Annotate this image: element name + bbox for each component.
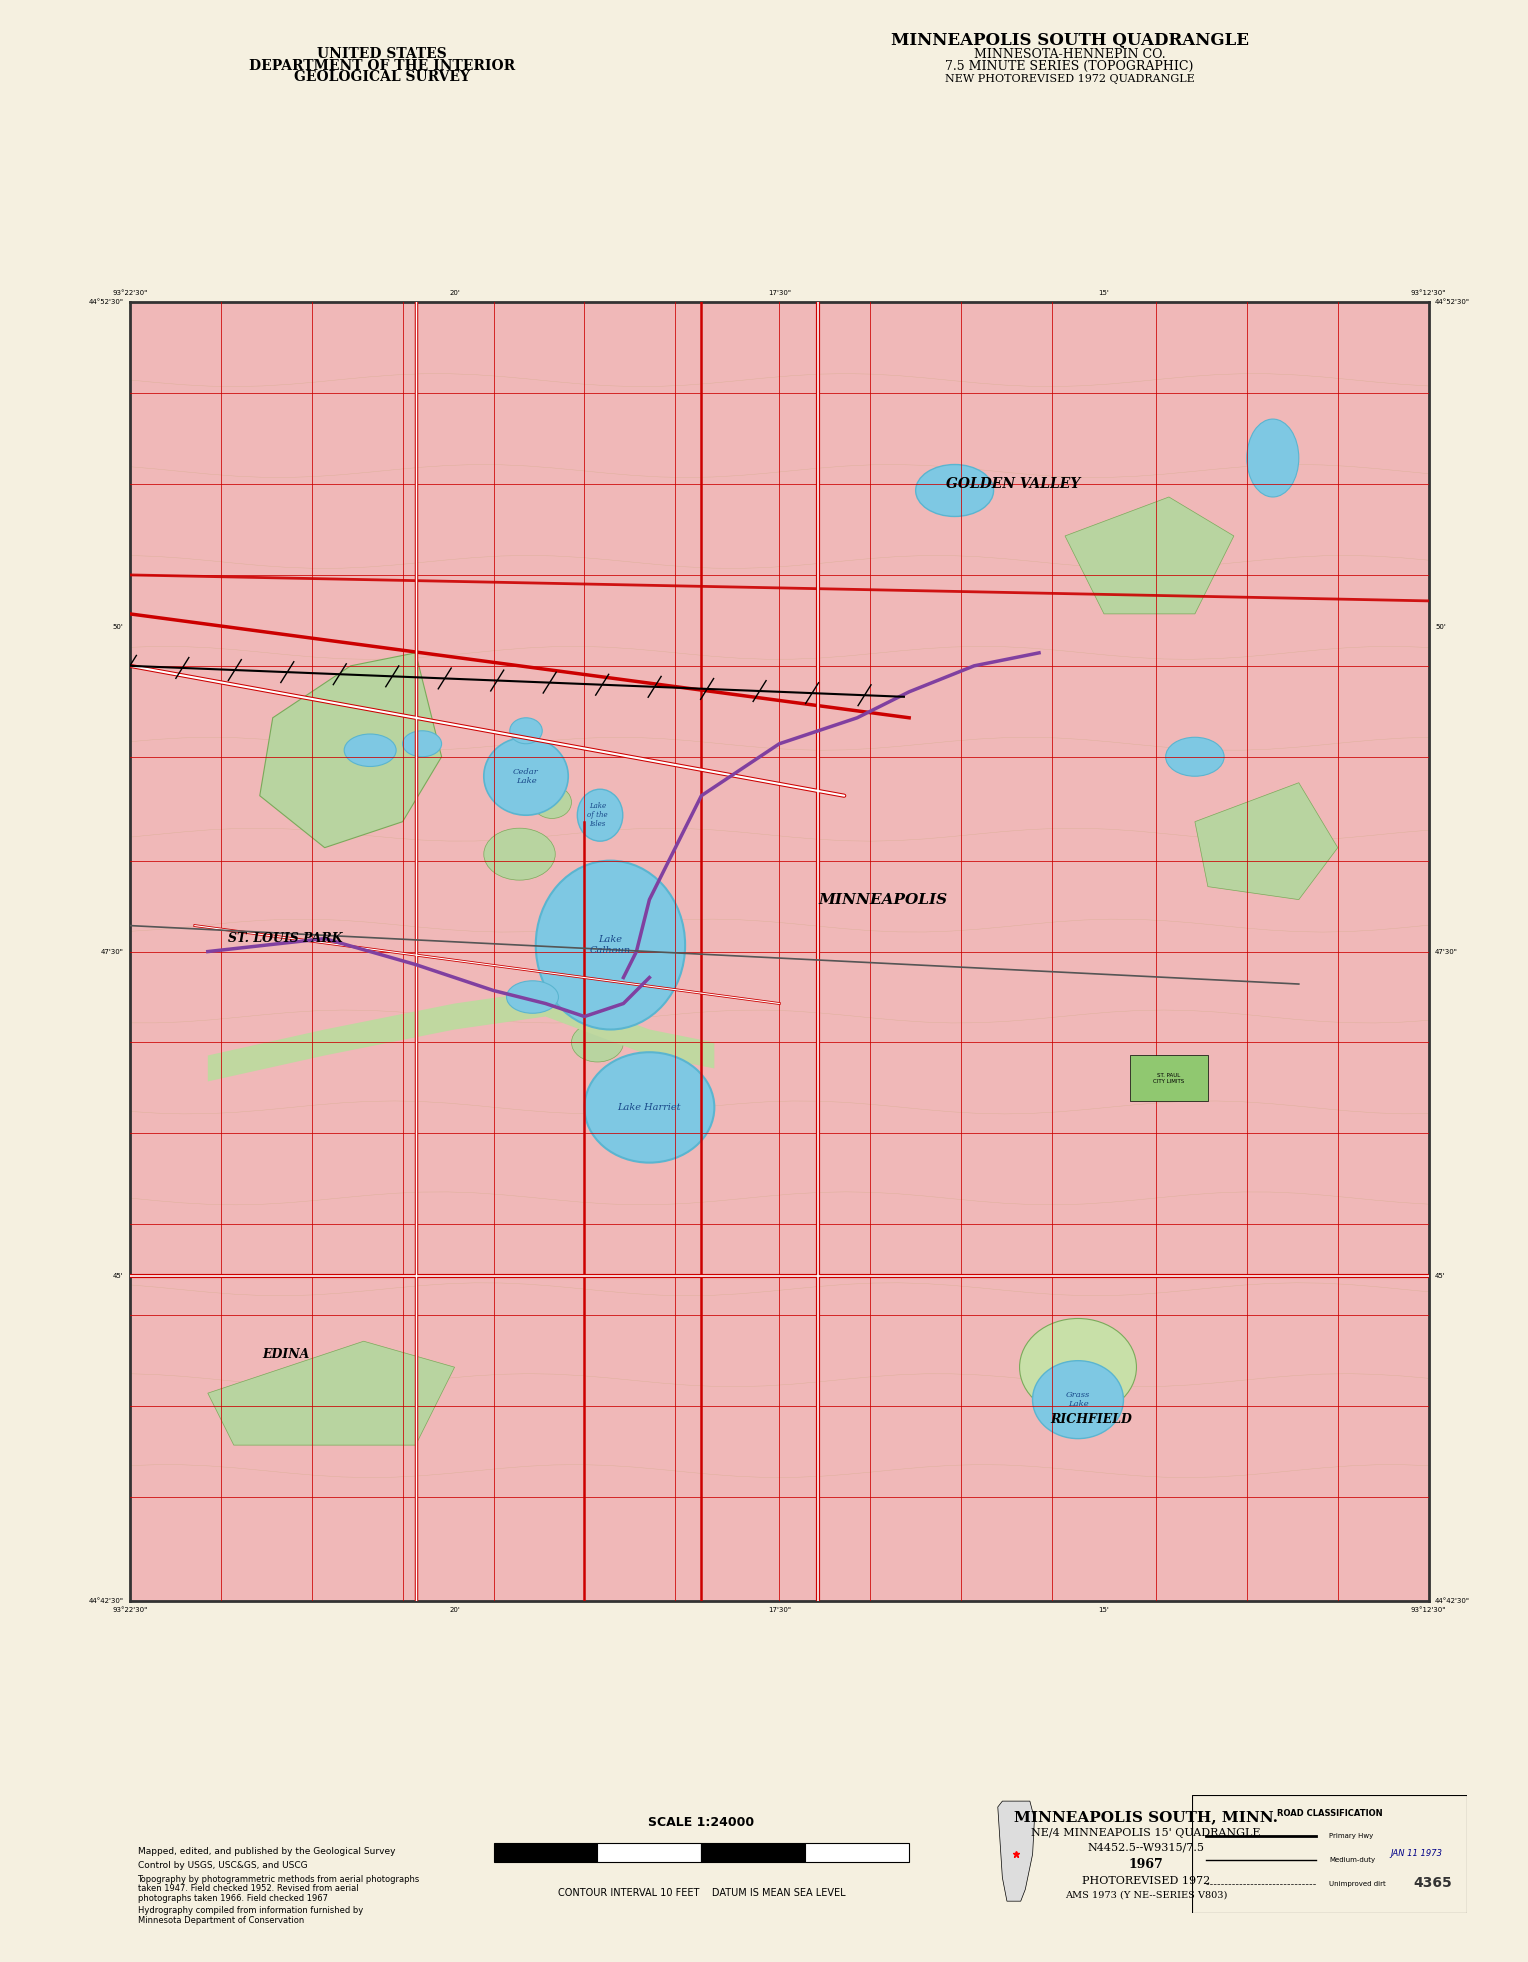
Text: Primary Hwy: Primary Hwy xyxy=(1329,1833,1374,1840)
Text: Minnesota Department of Conservation: Minnesota Department of Conservation xyxy=(138,1915,304,1925)
Polygon shape xyxy=(1065,496,1235,614)
Ellipse shape xyxy=(484,828,555,881)
Text: DEPARTMENT OF THE INTERIOR: DEPARTMENT OF THE INTERIOR xyxy=(249,59,515,73)
Ellipse shape xyxy=(344,734,396,767)
Text: 17'30": 17'30" xyxy=(767,1607,792,1613)
Text: 50': 50' xyxy=(113,624,124,630)
Polygon shape xyxy=(208,1342,455,1446)
Bar xyxy=(701,1842,805,1862)
Text: AMS 1973 (Y NE--SERIES V803): AMS 1973 (Y NE--SERIES V803) xyxy=(1065,1889,1227,1899)
Text: JAN 11 1973: JAN 11 1973 xyxy=(1390,1848,1442,1858)
Text: Mapped, edited, and published by the Geological Survey: Mapped, edited, and published by the Geo… xyxy=(138,1846,396,1856)
Text: 44°52'30": 44°52'30" xyxy=(1435,298,1470,306)
Text: NE/4 MINNEAPOLIS 15' QUADRANGLE: NE/4 MINNEAPOLIS 15' QUADRANGLE xyxy=(1031,1829,1261,1838)
Bar xyxy=(805,1842,909,1862)
Text: 15': 15' xyxy=(1099,290,1109,296)
Text: GEOLOGICAL SURVEY: GEOLOGICAL SURVEY xyxy=(293,71,471,84)
Text: ST. PAUL
CITY LIMITS: ST. PAUL CITY LIMITS xyxy=(1154,1073,1184,1085)
Ellipse shape xyxy=(507,981,559,1012)
Text: taken 1947. Field checked 1952. Revised from aerial: taken 1947. Field checked 1952. Revised … xyxy=(138,1884,358,1893)
Text: 45': 45' xyxy=(113,1273,124,1279)
Text: 47'30": 47'30" xyxy=(1435,948,1458,955)
Text: 20': 20' xyxy=(449,290,460,296)
Ellipse shape xyxy=(1166,738,1224,777)
Text: Unimproved dirt: Unimproved dirt xyxy=(1329,1880,1386,1887)
Text: 50': 50' xyxy=(1435,624,1445,630)
Polygon shape xyxy=(998,1801,1034,1901)
Text: 7.5 MINUTE SERIES (TOPOGRAPHIC): 7.5 MINUTE SERIES (TOPOGRAPHIC) xyxy=(946,59,1193,73)
Text: MINNEAPOLIS: MINNEAPOLIS xyxy=(819,893,947,906)
Text: N4452.5--W9315/7.5: N4452.5--W9315/7.5 xyxy=(1088,1842,1204,1852)
Text: CONTOUR INTERVAL 10 FEET    DATUM IS MEAN SEA LEVEL: CONTOUR INTERVAL 10 FEET DATUM IS MEAN S… xyxy=(558,1887,845,1899)
Ellipse shape xyxy=(1247,420,1299,496)
Text: 93°22'30": 93°22'30" xyxy=(112,290,148,296)
Ellipse shape xyxy=(585,1052,715,1163)
Text: Grass
Lake: Grass Lake xyxy=(1067,1391,1089,1409)
Text: 93°12'30": 93°12'30" xyxy=(1410,290,1447,296)
Ellipse shape xyxy=(484,738,568,814)
Text: Lake
of the
Isles: Lake of the Isles xyxy=(587,802,608,828)
Text: GOLDEN VALLEY: GOLDEN VALLEY xyxy=(946,477,1080,490)
Ellipse shape xyxy=(1019,1318,1137,1417)
Text: MINNESOTA-HENNEPIN CO.: MINNESOTA-HENNEPIN CO. xyxy=(973,47,1166,61)
Text: 47'30": 47'30" xyxy=(101,948,124,955)
Polygon shape xyxy=(1195,783,1339,901)
Text: PHOTOREVISED 1972: PHOTOREVISED 1972 xyxy=(1082,1876,1210,1885)
Text: Lake
Calhoun: Lake Calhoun xyxy=(590,936,631,955)
Text: photographs taken 1966. Field checked 1967: photographs taken 1966. Field checked 19… xyxy=(138,1893,327,1903)
Text: 1967: 1967 xyxy=(1129,1858,1163,1872)
Text: MINNEAPOLIS SOUTH QUADRANGLE: MINNEAPOLIS SOUTH QUADRANGLE xyxy=(891,31,1248,49)
Ellipse shape xyxy=(533,787,571,818)
Text: 17'30": 17'30" xyxy=(767,290,792,296)
Ellipse shape xyxy=(578,789,623,842)
Text: 44°42'30": 44°42'30" xyxy=(1435,1597,1470,1605)
Text: Topography by photogrammetric methods from aerial photographs: Topography by photogrammetric methods fr… xyxy=(138,1874,420,1884)
Text: Hydrography compiled from information furnished by: Hydrography compiled from information fu… xyxy=(138,1905,362,1915)
Text: MINNEAPOLIS SOUTH, MINN.: MINNEAPOLIS SOUTH, MINN. xyxy=(1015,1809,1277,1825)
Text: 4365: 4365 xyxy=(1413,1876,1452,1891)
Bar xyxy=(597,1842,701,1862)
Text: NEW PHOTOREVISED 1972 QUADRANGLE: NEW PHOTOREVISED 1972 QUADRANGLE xyxy=(944,75,1195,84)
Bar xyxy=(1131,1056,1209,1101)
Text: 44°42'30": 44°42'30" xyxy=(89,1597,124,1605)
Ellipse shape xyxy=(403,730,442,757)
Polygon shape xyxy=(260,653,442,848)
Text: 20': 20' xyxy=(449,1607,460,1613)
Ellipse shape xyxy=(510,718,542,744)
Text: 93°12'30": 93°12'30" xyxy=(1410,1607,1447,1613)
Text: ST. LOUIS PARK: ST. LOUIS PARK xyxy=(228,932,344,946)
Text: 93°22'30": 93°22'30" xyxy=(112,1607,148,1613)
Text: Lake Harriet: Lake Harriet xyxy=(617,1103,681,1112)
Text: 15': 15' xyxy=(1099,1607,1109,1613)
Ellipse shape xyxy=(915,465,993,516)
Text: RICHFIELD: RICHFIELD xyxy=(1050,1413,1132,1426)
Text: Cedar
Lake: Cedar Lake xyxy=(513,767,539,785)
Ellipse shape xyxy=(1033,1362,1123,1438)
Ellipse shape xyxy=(536,861,685,1030)
Polygon shape xyxy=(208,991,715,1081)
Text: SCALE 1:24000: SCALE 1:24000 xyxy=(648,1817,755,1829)
Ellipse shape xyxy=(571,1022,623,1061)
Text: Medium-duty: Medium-duty xyxy=(1329,1856,1375,1864)
Text: 44°52'30": 44°52'30" xyxy=(89,298,124,306)
Text: 45': 45' xyxy=(1435,1273,1445,1279)
Text: UNITED STATES: UNITED STATES xyxy=(318,47,446,61)
Text: ROAD CLASSIFICATION: ROAD CLASSIFICATION xyxy=(1276,1809,1383,1819)
Bar xyxy=(494,1842,597,1862)
Text: EDINA: EDINA xyxy=(261,1348,310,1362)
Text: Control by USGS, USC&GS, and USCG: Control by USGS, USC&GS, and USCG xyxy=(138,1860,307,1870)
